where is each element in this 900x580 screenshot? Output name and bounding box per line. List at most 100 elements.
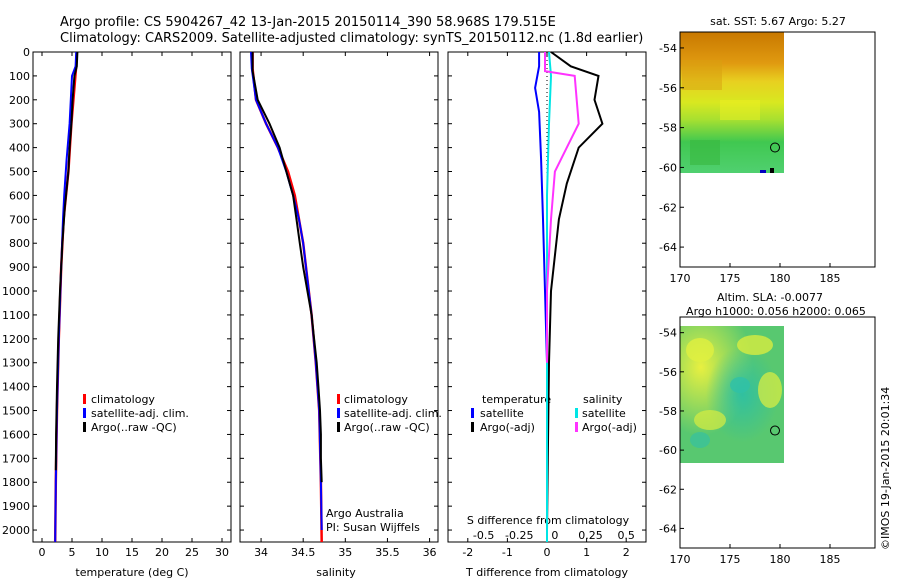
salinity-panel	[239, 51, 439, 543]
legend-swatch-argo	[83, 422, 86, 432]
x-tick-label: 1	[583, 546, 590, 559]
legend-label-s-argo: Argo(-adj)	[582, 421, 637, 434]
legend-label-satellite: satellite-adj. clim.	[344, 407, 442, 420]
depth-tick-label: 400	[9, 142, 30, 155]
x-tick-label: 0	[39, 546, 46, 559]
series-line-argo-raw-qc-	[251, 52, 323, 483]
x-tick-label: 5	[69, 546, 76, 559]
map-y-tick-label: -62	[659, 201, 677, 214]
annotation-argo-australia: Argo Australia	[326, 507, 404, 520]
series-line-climatology	[53, 51, 79, 543]
depth-tick-label: 1400	[2, 381, 30, 394]
series-line-satellite-adj-clim-	[54, 51, 78, 543]
difference-legend: temperature salinity satellite Argo(-adj…	[471, 393, 637, 434]
s-tick-label: -0.25	[505, 529, 533, 542]
s-difference-xlabel: S difference from climatology	[467, 514, 630, 527]
legend-swatch-s-satellite	[575, 408, 578, 418]
x-tick-label: 15	[125, 546, 139, 559]
map-y-tick-label: -60	[659, 161, 677, 174]
depth-tick-label: 1200	[2, 333, 30, 346]
map-x-tick-label: 175	[720, 272, 741, 285]
legend-swatch-argo	[337, 422, 340, 432]
series-line-climatology	[251, 52, 323, 543]
map-y-tick-label: -56	[659, 82, 677, 95]
annotation-pi: PI: Susan Wijffels	[326, 521, 420, 534]
credit: ©IMOS 19-Jan-2015 20:01:34	[879, 387, 892, 550]
series-line-argo-raw-qc-	[54, 51, 79, 471]
depth-tick-label: 700	[9, 213, 30, 226]
header-line2: Climatology: CARS2009. Satellite-adjuste…	[60, 31, 643, 46]
map-x-tick-label: 180	[770, 272, 791, 285]
header-line1: Argo profile: CS 5904267_42 13-Jan-2015 …	[60, 15, 556, 30]
difference-xlabel: T difference from climatology	[465, 566, 628, 579]
x-tick-label: 35	[338, 546, 352, 559]
map-x-tick-label: 170	[670, 553, 691, 566]
x-tick-label: 35.5	[375, 546, 400, 559]
legend-label-s-satellite: satellite	[582, 407, 626, 420]
x-tick-label: 10	[95, 546, 109, 559]
x-tick-label: 0	[544, 546, 551, 559]
x-tick-label: 34	[254, 546, 268, 559]
salinity-legend: climatology satellite-adj. clim. Argo(..…	[337, 393, 442, 434]
depth-tick-label: 1500	[2, 405, 30, 418]
legend-label-t-argo: Argo(-adj)	[480, 421, 535, 434]
x-tick-label: 36	[423, 546, 437, 559]
depth-tick-label: 200	[9, 94, 30, 107]
map-y-tick-label: -58	[659, 122, 677, 135]
depth-tick-label: 2000	[2, 524, 30, 537]
depth-tick-label: 1700	[2, 452, 30, 465]
map-x-tick-label: 170	[670, 272, 691, 285]
map-y-tick-label: -58	[659, 405, 677, 418]
temperature-legend: climatology satellite-adj. clim. Argo(..…	[83, 393, 189, 434]
map-y-tick-label: -64	[659, 522, 677, 535]
temperature-panel	[32, 51, 232, 543]
legend-label-climatology: climatology	[344, 393, 408, 406]
sla-map	[680, 326, 784, 463]
depth-tick-label: 300	[9, 118, 30, 131]
legend-swatch-climatology	[337, 394, 340, 404]
legend-label-argo: Argo(..raw -QC)	[91, 421, 177, 434]
series-line-argo-adj-	[544, 52, 580, 363]
depth-tick-label: 1800	[2, 476, 30, 489]
salinity-xlabel: salinity	[316, 566, 356, 579]
sst-map-title: sat. SST: 5.67 Argo: 5.27	[710, 15, 846, 28]
legend-label-satellite: satellite-adj. clim.	[91, 407, 189, 420]
series-line-argo-adj-	[546, 51, 604, 531]
map-x-tick-label: 175	[720, 553, 741, 566]
depth-tick-label: 1300	[2, 357, 30, 370]
profile-location-marker	[770, 142, 780, 153]
s-tick-label: 0	[551, 529, 558, 542]
x-tick-label: 25	[185, 546, 199, 559]
x-tick-label: 30	[215, 546, 229, 559]
depth-tick-label: 1600	[2, 428, 30, 441]
s-tick-label: -0.5	[473, 529, 494, 542]
legend-swatch-satellite	[337, 408, 340, 418]
sla-map-title-line2: Argo h1000: 0.056 h2000: 0.065	[686, 305, 866, 318]
map-y-tick-label: -54	[659, 327, 677, 340]
legend-label-climatology: climatology	[91, 393, 155, 406]
sst-map-frame	[679, 31, 876, 268]
x-tick-label: 2	[623, 546, 630, 559]
s-tick-label: 0.5	[617, 529, 635, 542]
series-line-satellite-adj-clim-	[250, 51, 323, 531]
map-y-tick-label: -62	[659, 483, 677, 496]
map-y-tick-label: -54	[659, 42, 677, 55]
legend-swatch-climatology	[83, 394, 86, 404]
x-tick-label: -1	[502, 546, 513, 559]
depth-tick-label: 500	[9, 166, 30, 179]
map-x-tick-label: 185	[820, 553, 841, 566]
depth-tick-label: 900	[9, 261, 30, 274]
depth-tick-label: 0	[23, 46, 30, 59]
map-y-tick-label: -60	[659, 444, 677, 457]
x-tick-label: 34.5	[291, 546, 316, 559]
series-line-satellite	[534, 52, 548, 542]
depth-tick-label: 1900	[2, 500, 30, 513]
legend-title-salinity: salinity	[583, 393, 623, 406]
x-tick-label: 20	[155, 546, 169, 559]
legend-swatch-t-argo	[471, 422, 474, 432]
depth-tick-label: 1000	[2, 285, 30, 298]
legend-title-temperature: temperature	[482, 393, 551, 406]
legend-swatch-satellite	[83, 408, 86, 418]
sla-map-frame	[679, 316, 876, 549]
